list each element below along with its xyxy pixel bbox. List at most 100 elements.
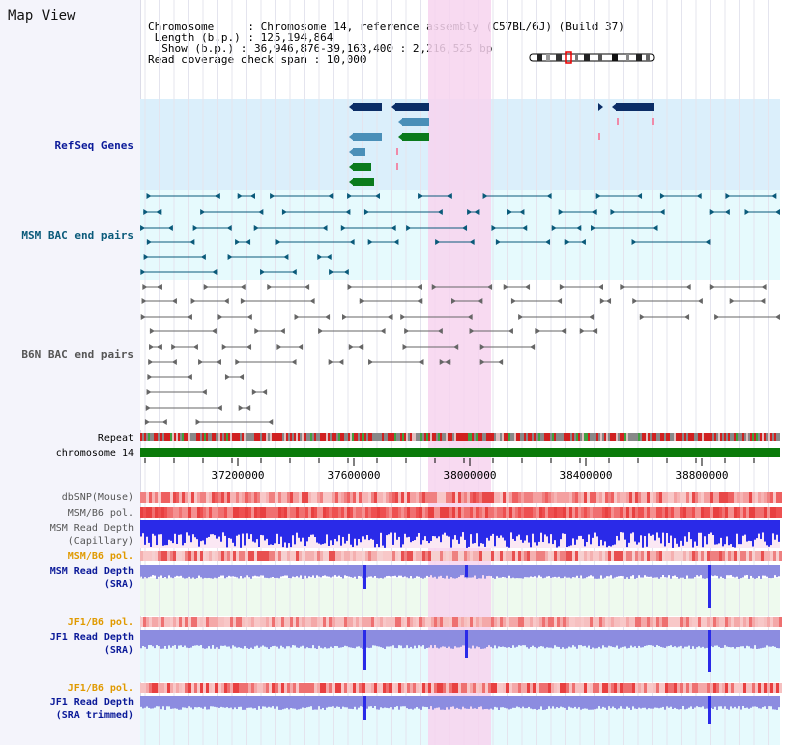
label-refseq-genes[interactable]: RefSeq Genes [54, 139, 134, 152]
msm-sra-depth-bar [646, 565, 648, 577]
jf1-trim-depth-bar [222, 696, 224, 708]
jf1-b6-pol-trim-strip [779, 683, 782, 693]
jf1-trim-depth-bar [654, 696, 656, 708]
repeat-segment [296, 433, 298, 441]
jf1-b6-pol-strip [335, 617, 338, 627]
msm-capillary-depth-bar [206, 520, 208, 538]
repeat-segment [532, 433, 534, 441]
jf1-trim-depth-bar [620, 696, 622, 707]
msm-capillary-depth-bar [260, 520, 262, 535]
jf1-trim-depth-bar [698, 696, 700, 708]
repeat-segment [196, 433, 198, 441]
repeat-segment [582, 433, 584, 441]
jf1-b6-pol-strip [446, 617, 449, 627]
jf1-b6-pol-trim-strip [197, 683, 200, 693]
msm-sra-depth-bar [324, 565, 326, 576]
bac-end [400, 314, 406, 320]
dbsnp-strip [704, 492, 707, 503]
repeat-segment [468, 433, 470, 441]
msm-b6-pol-sra-strip [554, 551, 557, 561]
msm-b6-pol-sra-strip [284, 551, 287, 561]
jf1-trim-depth-bar [582, 696, 584, 709]
jf1-b6-pol-strip [350, 617, 353, 627]
jf1-trim-depth-bar [604, 696, 606, 708]
jf1-sra-depth-bar [242, 630, 244, 649]
jf1-b6-pol-trim-strip [302, 683, 305, 693]
jf1-sra-depth-bar [738, 630, 740, 648]
repeat-segment [372, 433, 374, 441]
jf1-sra-depth-bar [146, 630, 148, 649]
label-msm-read-depth-sra[interactable]: MSM Read Depth (SRA) [49, 566, 134, 590]
msm-b6-pol-strip [704, 507, 707, 518]
jf1-trim-depth-bar [368, 696, 370, 707]
msm-b6-pol-sra-strip [296, 551, 299, 561]
jf1-b6-pol-trim-strip [368, 683, 371, 693]
msm-b6-pol-sra-strip [263, 551, 266, 561]
jf1-trim-depth-bar [548, 696, 550, 707]
repeat-segment [276, 433, 278, 441]
jf1-sra-depth-bar [318, 630, 320, 646]
jf1-b6-pol-strip [680, 617, 683, 627]
label-msm-bac-end-pairs[interactable]: MSM BAC end pairs [21, 229, 134, 242]
msm-capillary-depth-bar [724, 520, 726, 545]
label-jf1-read-depth-sra[interactable]: JF1 Read Depth (SRA) [49, 632, 134, 656]
repeat-segment [208, 433, 210, 441]
msm-sra-depth-bar [478, 565, 480, 579]
msm-capillary-depth-bar [526, 520, 528, 536]
jf1-b6-pol-strip [755, 617, 758, 627]
label-jf1-b6-pol[interactable]: JF1/B6 pol. [67, 617, 134, 628]
repeat-segment [188, 433, 190, 441]
label-msm-b6-pol[interactable]: MSM/B6 pol. [67, 508, 134, 519]
repeat-segment [522, 433, 524, 441]
ideogram-band [584, 54, 590, 61]
jf1-sra-depth-bar [404, 630, 406, 648]
msm-sra-depth-bar [468, 565, 470, 578]
jf1-sra-depth-bar [290, 630, 292, 648]
dbsnp-strip [503, 492, 506, 503]
msm-b6-pol-strip [212, 507, 215, 518]
label-msm-read-depth-capillary[interactable]: MSM Read Depth (Capillary) [49, 523, 134, 547]
jf1-b6-pol-strip [731, 617, 734, 627]
jf1-b6-pol-trim-strip [470, 683, 473, 693]
jf1-sra-depth-bar [218, 630, 220, 649]
msm-capillary-depth-bar [374, 520, 376, 548]
jf1-sra-depth-bar [360, 630, 362, 648]
jf1-b6-pol-strip [461, 617, 464, 627]
msm-b6-pol-sra-strip [398, 551, 401, 561]
msm-capillary-depth-bar [726, 520, 728, 537]
jf1-sra-depth-bar [590, 630, 592, 649]
label-msm-b6-pol-sra[interactable]: MSM/B6 pol. [67, 551, 134, 562]
repeat-segment [174, 433, 176, 441]
repeat-segment [340, 433, 342, 441]
label-dbsnp[interactable]: dbSNP(Mouse) [61, 492, 134, 503]
jf1-b6-pol-trim-strip [653, 683, 656, 693]
dbsnp-strip [431, 492, 434, 503]
jf1-b6-pol-trim-strip [626, 683, 629, 693]
jf1-sra-depth-bar [394, 630, 396, 648]
msm-b6-pol-sra-strip [653, 551, 656, 561]
jf1-sra-depth-bar [604, 630, 606, 648]
jf1-sra-depth-bar [328, 630, 330, 649]
repeat-segment [660, 433, 662, 441]
msm-sra-depth-bar [768, 565, 770, 579]
msm-b6-pol-sra-strip [200, 551, 203, 561]
msm-capillary-depth-bar [774, 520, 776, 540]
msm-capillary-depth-bar [334, 520, 336, 539]
msm-capillary-depth-bar [236, 520, 238, 536]
jf1-b6-pol-strip [602, 617, 605, 627]
repeat-segment [382, 433, 384, 441]
msm-sra-depth-bar [610, 565, 612, 576]
label-b6n-bac-end-pairs[interactable]: B6N BAC end pairs [21, 348, 134, 361]
jf1-sra-depth-bar [650, 630, 652, 646]
dbsnp-strip [725, 492, 728, 503]
msm-b6-pol-strip [152, 507, 155, 518]
msm-capillary-depth-bar [420, 520, 422, 545]
jf1-b6-pol-strip [533, 617, 536, 627]
msm-sra-depth-bar [352, 565, 354, 578]
label-jf1-read-depth-trimmed[interactable]: JF1 Read Depth (SRA trimmed) [49, 697, 134, 721]
label-jf1-b6-pol-trimmed[interactable]: JF1/B6 pol. [67, 683, 134, 694]
jf1-trim-depth-bar [470, 696, 472, 707]
msm-b6-pol-strip [275, 507, 278, 518]
msm-sra-depth-bar [386, 565, 388, 577]
